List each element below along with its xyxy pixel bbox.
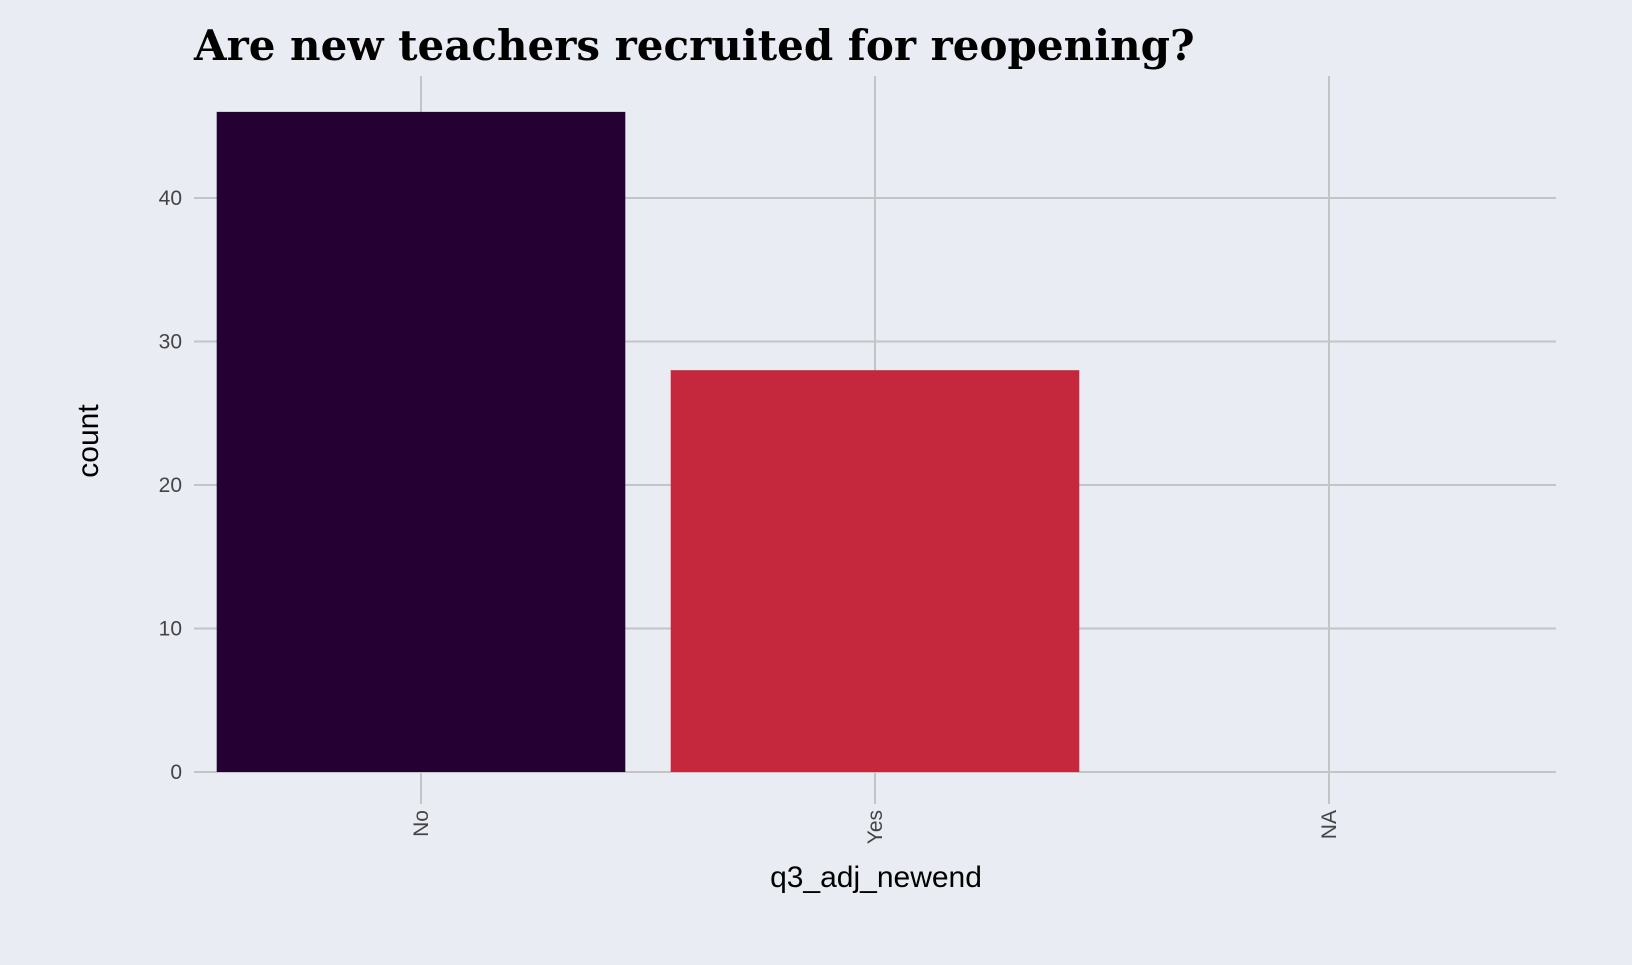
tick-layer: 0 10 20 30 40 No Yes NA — [159, 187, 1341, 844]
x-axis-title: q3_adj_newend — [770, 861, 982, 894]
bar-yes — [670, 370, 1080, 772]
y-tick-label: 0 — [170, 761, 182, 784]
y-tick-label: 20 — [159, 474, 182, 497]
y-tick-label: 30 — [159, 330, 182, 353]
x-tick-label: NA — [1318, 810, 1341, 839]
y-tick-label: 10 — [159, 617, 182, 640]
x-tick-label: No — [410, 810, 433, 837]
x-tick-label: Yes — [864, 810, 887, 844]
y-axis-title: count — [72, 404, 105, 478]
y-tick-label: 40 — [159, 187, 182, 210]
bar-layer — [216, 111, 1080, 773]
chart-title: Are new teachers recruited for reopening… — [193, 21, 1195, 70]
bar-no — [216, 111, 626, 773]
